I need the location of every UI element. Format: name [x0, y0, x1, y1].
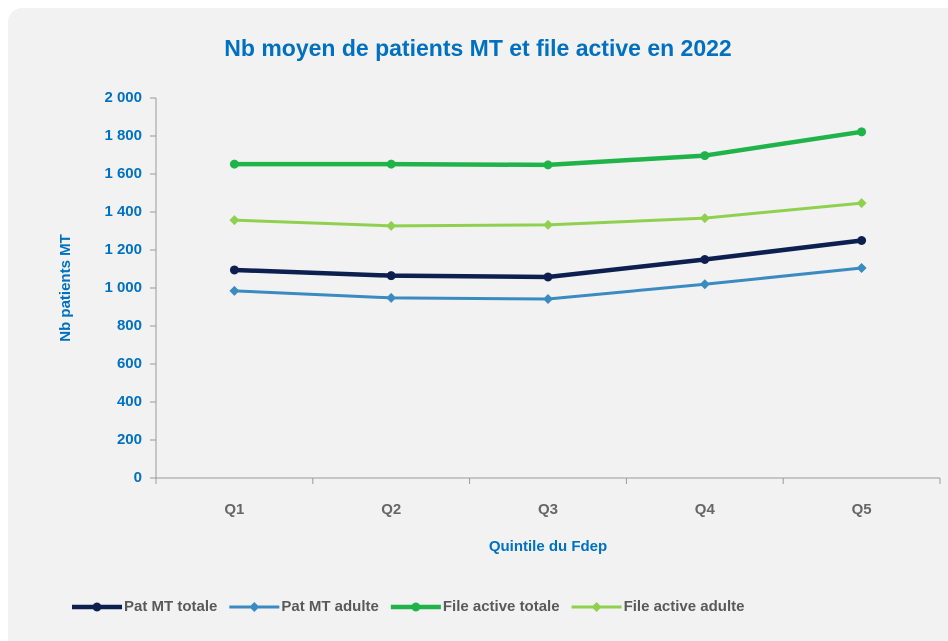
y-tick-label: 0	[134, 469, 142, 486]
data-point	[386, 271, 396, 281]
data-point	[229, 159, 239, 169]
data-point	[386, 159, 396, 169]
x-tick-label: Q2	[381, 501, 401, 518]
data-point	[543, 219, 553, 230]
data-point	[229, 285, 240, 296]
y-axis-label: Nb patients MT	[57, 234, 74, 342]
chart-title: Nb moyen de patients MT et file active e…	[224, 35, 731, 61]
y-tick-label: 1 200	[104, 241, 142, 258]
legend-marker	[411, 602, 421, 612]
data-point	[856, 198, 867, 209]
data-point	[857, 127, 867, 137]
y-tick-label: 1 400	[104, 203, 142, 220]
data-point	[700, 255, 710, 264]
data-point	[856, 263, 867, 274]
data-point	[543, 294, 553, 305]
x-tick-label: Q4	[695, 501, 716, 518]
data-point	[543, 160, 553, 170]
legend-marker	[249, 602, 260, 612]
card	[8, 8, 948, 641]
y-tick-label: 200	[117, 431, 142, 448]
legend-label: File active adulte	[624, 598, 745, 615]
data-point	[229, 265, 239, 275]
x-tick-label: Q5	[852, 501, 872, 518]
y-tick-label: 800	[117, 317, 142, 334]
legend-label: Pat MT adulte	[281, 598, 379, 615]
y-tick-label: 2 000	[104, 89, 142, 106]
data-point	[857, 236, 867, 245]
legend-label: File active totale	[443, 598, 560, 615]
y-tick-label: 600	[117, 355, 142, 372]
data-point	[229, 215, 240, 226]
x-axis-label: Quintile du Fdep	[489, 538, 607, 555]
legend-marker	[92, 602, 102, 612]
y-tick-label: 1 000	[104, 279, 142, 296]
x-tick-label: Q1	[224, 501, 244, 518]
y-tick-label: 1 800	[104, 127, 142, 144]
data-point	[386, 220, 397, 231]
legend-label: Pat MT totale	[124, 598, 217, 615]
x-tick-label: Q3	[538, 501, 558, 518]
data-point	[543, 272, 553, 282]
y-tick-label: 400	[117, 393, 142, 410]
data-point	[699, 279, 710, 290]
y-tick-label: 1 600	[104, 165, 142, 182]
data-point	[386, 292, 397, 303]
data-point	[699, 213, 710, 224]
data-point	[700, 151, 710, 161]
legend-marker	[591, 602, 602, 612]
